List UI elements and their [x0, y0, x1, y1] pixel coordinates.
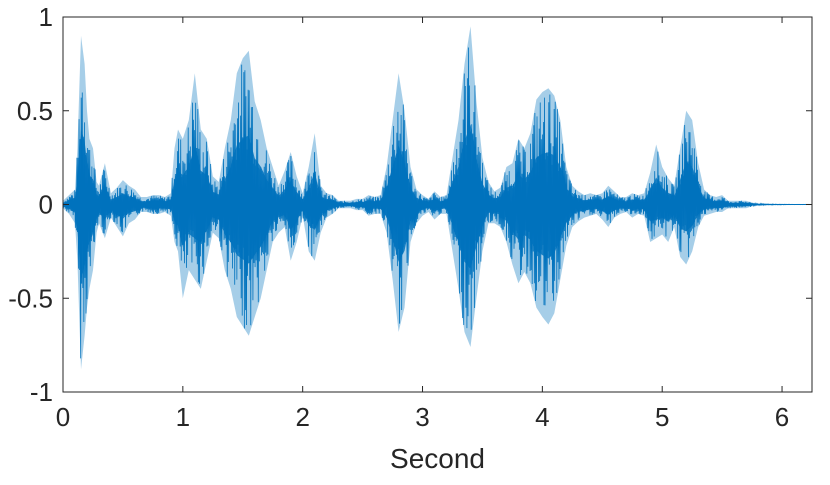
x-tick-label: 1	[176, 402, 190, 432]
x-tick-label: 2	[295, 402, 309, 432]
waveform-core	[63, 124, 812, 279]
plot-area	[62, 26, 813, 370]
x-tick-label: 5	[655, 402, 669, 432]
x-tick-label: 4	[535, 402, 549, 432]
x-tick-label: 0	[56, 402, 70, 432]
y-tick-label: -1	[30, 377, 53, 407]
y-tick-label: 0.5	[17, 96, 53, 126]
y-tick-label: -0.5	[8, 283, 53, 313]
y-tick-label: 0	[39, 190, 53, 220]
x-tick-label: 6	[775, 402, 789, 432]
axis-ticks: 0 1 2 3 4 5 6 -1 -0.5 0 0.5 1	[8, 2, 812, 432]
x-tick-label: 3	[415, 402, 429, 432]
y-tick-label: 1	[39, 2, 53, 32]
x-axis-label: Second	[390, 443, 485, 474]
